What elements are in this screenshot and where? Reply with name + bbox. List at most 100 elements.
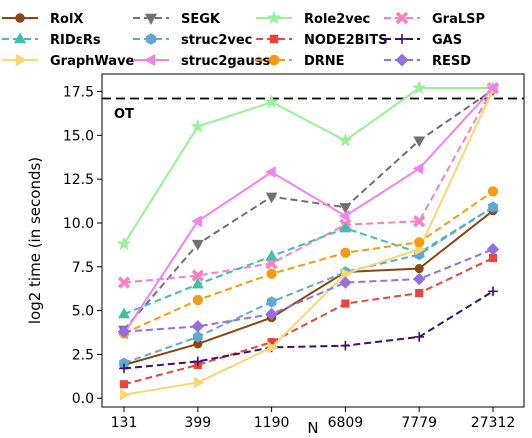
legend-label: RolX bbox=[50, 12, 83, 27]
series-line-segk bbox=[123, 88, 494, 331]
legend-item-resd: RESD bbox=[384, 53, 471, 69]
legend-item-rid-rs: RIDεRs bbox=[2, 32, 101, 48]
data-point-drne bbox=[266, 268, 277, 279]
series-line-gas bbox=[123, 290, 494, 370]
data-point-rolx bbox=[193, 339, 203, 349]
data-point-resd bbox=[117, 325, 131, 338]
y-tick-label: 10.0 bbox=[63, 216, 94, 232]
legend-marker-role2vec bbox=[266, 10, 282, 25]
data-point-node2bits bbox=[119, 380, 129, 389]
data-point-rid-rs bbox=[339, 221, 352, 233]
legend-item-struc2gauss: struc2gauss bbox=[133, 53, 270, 69]
y-axis-ticks: 0.0 2.5 5.0 7.5 10.0 12.5 15.0 17.5 bbox=[63, 85, 102, 407]
data-point-drne bbox=[488, 186, 498, 197]
series-line-node2bits bbox=[123, 257, 494, 386]
legend-item-segk: SEGK bbox=[133, 12, 221, 27]
data-point-gas bbox=[193, 356, 203, 367]
data-point-graphwave bbox=[119, 388, 131, 401]
data-point-gralsp bbox=[191, 269, 204, 282]
series-line-rid-rs bbox=[123, 206, 494, 316]
legend-label: SEGK bbox=[181, 12, 221, 27]
data-point-node2bits bbox=[415, 288, 424, 298]
data-point-graphwave bbox=[341, 267, 352, 280]
legend-label: Role2vec bbox=[304, 12, 370, 27]
legend-label: GraphWave bbox=[50, 54, 135, 69]
legend-marker-rid-rs bbox=[13, 32, 27, 44]
series-line-graphwave bbox=[123, 89, 494, 396]
y-axis-label: log2 time (in seconds) bbox=[26, 157, 44, 324]
x-tick-label: 6809 bbox=[328, 415, 364, 431]
data-point-role2vec bbox=[264, 94, 279, 109]
y-tick-label: 2.5 bbox=[72, 347, 94, 363]
data-point-struc2vec bbox=[266, 296, 277, 308]
legend-marker-struc2gauss bbox=[144, 53, 156, 67]
y-tick-label: 15.0 bbox=[63, 128, 94, 144]
data-point-struc2gauss bbox=[191, 215, 202, 228]
legend-item-gralsp: GraLSP bbox=[384, 11, 485, 27]
x-tick-label: 7779 bbox=[401, 415, 437, 431]
series-group bbox=[116, 80, 501, 401]
data-point-drne bbox=[192, 295, 203, 306]
data-point-role2vec bbox=[412, 80, 427, 95]
data-point-resd bbox=[191, 320, 205, 333]
data-point-struc2vec bbox=[488, 201, 498, 213]
legend-marker-drne bbox=[268, 54, 280, 66]
legend-item-gas: GAS bbox=[384, 33, 462, 48]
data-point-gralsp bbox=[117, 276, 131, 289]
data-point-segk bbox=[265, 192, 278, 204]
x-axis-ticks: 131 399 1190 6809 7779 27312 bbox=[111, 407, 516, 431]
data-point-rid-rs bbox=[265, 249, 278, 261]
legend-label: NODE2BITS bbox=[304, 33, 388, 48]
legend-item-graphwave: GraphWave bbox=[2, 53, 135, 69]
legend-label: GAS bbox=[432, 33, 462, 48]
data-point-rid-rs bbox=[191, 277, 204, 289]
y-tick-label: 5.0 bbox=[72, 304, 94, 320]
data-point-gas bbox=[414, 332, 424, 342]
data-point-role2vec bbox=[190, 119, 205, 133]
data-point-gas bbox=[119, 363, 129, 374]
data-point-gas bbox=[488, 286, 498, 297]
y-tick-label: 7.5 bbox=[72, 260, 94, 276]
legend-marker-gas bbox=[397, 34, 407, 44]
data-point-struc2vec bbox=[192, 331, 203, 343]
x-tick-label: 399 bbox=[184, 415, 211, 431]
data-point-gralsp bbox=[413, 215, 426, 228]
plot-frame bbox=[101, 73, 525, 408]
data-point-rid-rs bbox=[118, 307, 130, 319]
data-point-node2bits bbox=[341, 299, 350, 308]
legend-marker-segk bbox=[144, 13, 158, 25]
legend-label: DRNE bbox=[304, 54, 345, 69]
data-point-node2bits bbox=[488, 253, 498, 263]
data-point-role2vec bbox=[116, 236, 132, 251]
series-line-resd bbox=[123, 248, 494, 333]
series-line-rolx bbox=[123, 209, 494, 366]
data-point-resd bbox=[265, 307, 278, 321]
legend-item-struc2vec: struc2vec bbox=[133, 33, 252, 48]
x-tick-label: 131 bbox=[111, 415, 138, 431]
data-point-segk bbox=[191, 239, 204, 251]
legend-marker-node2bits bbox=[269, 34, 279, 44]
data-point-graphwave bbox=[267, 341, 279, 354]
legend-marker-gralsp bbox=[395, 11, 409, 25]
data-point-rolx bbox=[414, 263, 424, 274]
data-point-role2vec bbox=[338, 133, 353, 147]
data-point-drne bbox=[340, 247, 351, 258]
data-point-struc2gauss bbox=[412, 162, 424, 175]
series-line-struc2vec bbox=[123, 206, 494, 365]
series-line-drne bbox=[123, 190, 494, 335]
legend-marker-struc2vec bbox=[145, 33, 157, 45]
legend-label: RIDεRs bbox=[50, 33, 101, 48]
data-point-node2bits bbox=[267, 338, 276, 347]
data-point-drne bbox=[414, 237, 425, 248]
data-point-struc2gauss bbox=[265, 166, 276, 179]
legend-marker-graphwave bbox=[15, 53, 27, 67]
data-point-resd bbox=[339, 276, 352, 289]
ot-label: OT bbox=[114, 107, 134, 122]
legend-item-rolx: RolX bbox=[2, 12, 83, 27]
legend-item-drne: DRNE bbox=[256, 54, 345, 69]
data-point-struc2gauss bbox=[486, 82, 498, 94]
x-tick-label: 27312 bbox=[471, 415, 516, 431]
y-tick-label: 17.5 bbox=[63, 85, 94, 101]
legend-label: RESD bbox=[432, 54, 471, 69]
